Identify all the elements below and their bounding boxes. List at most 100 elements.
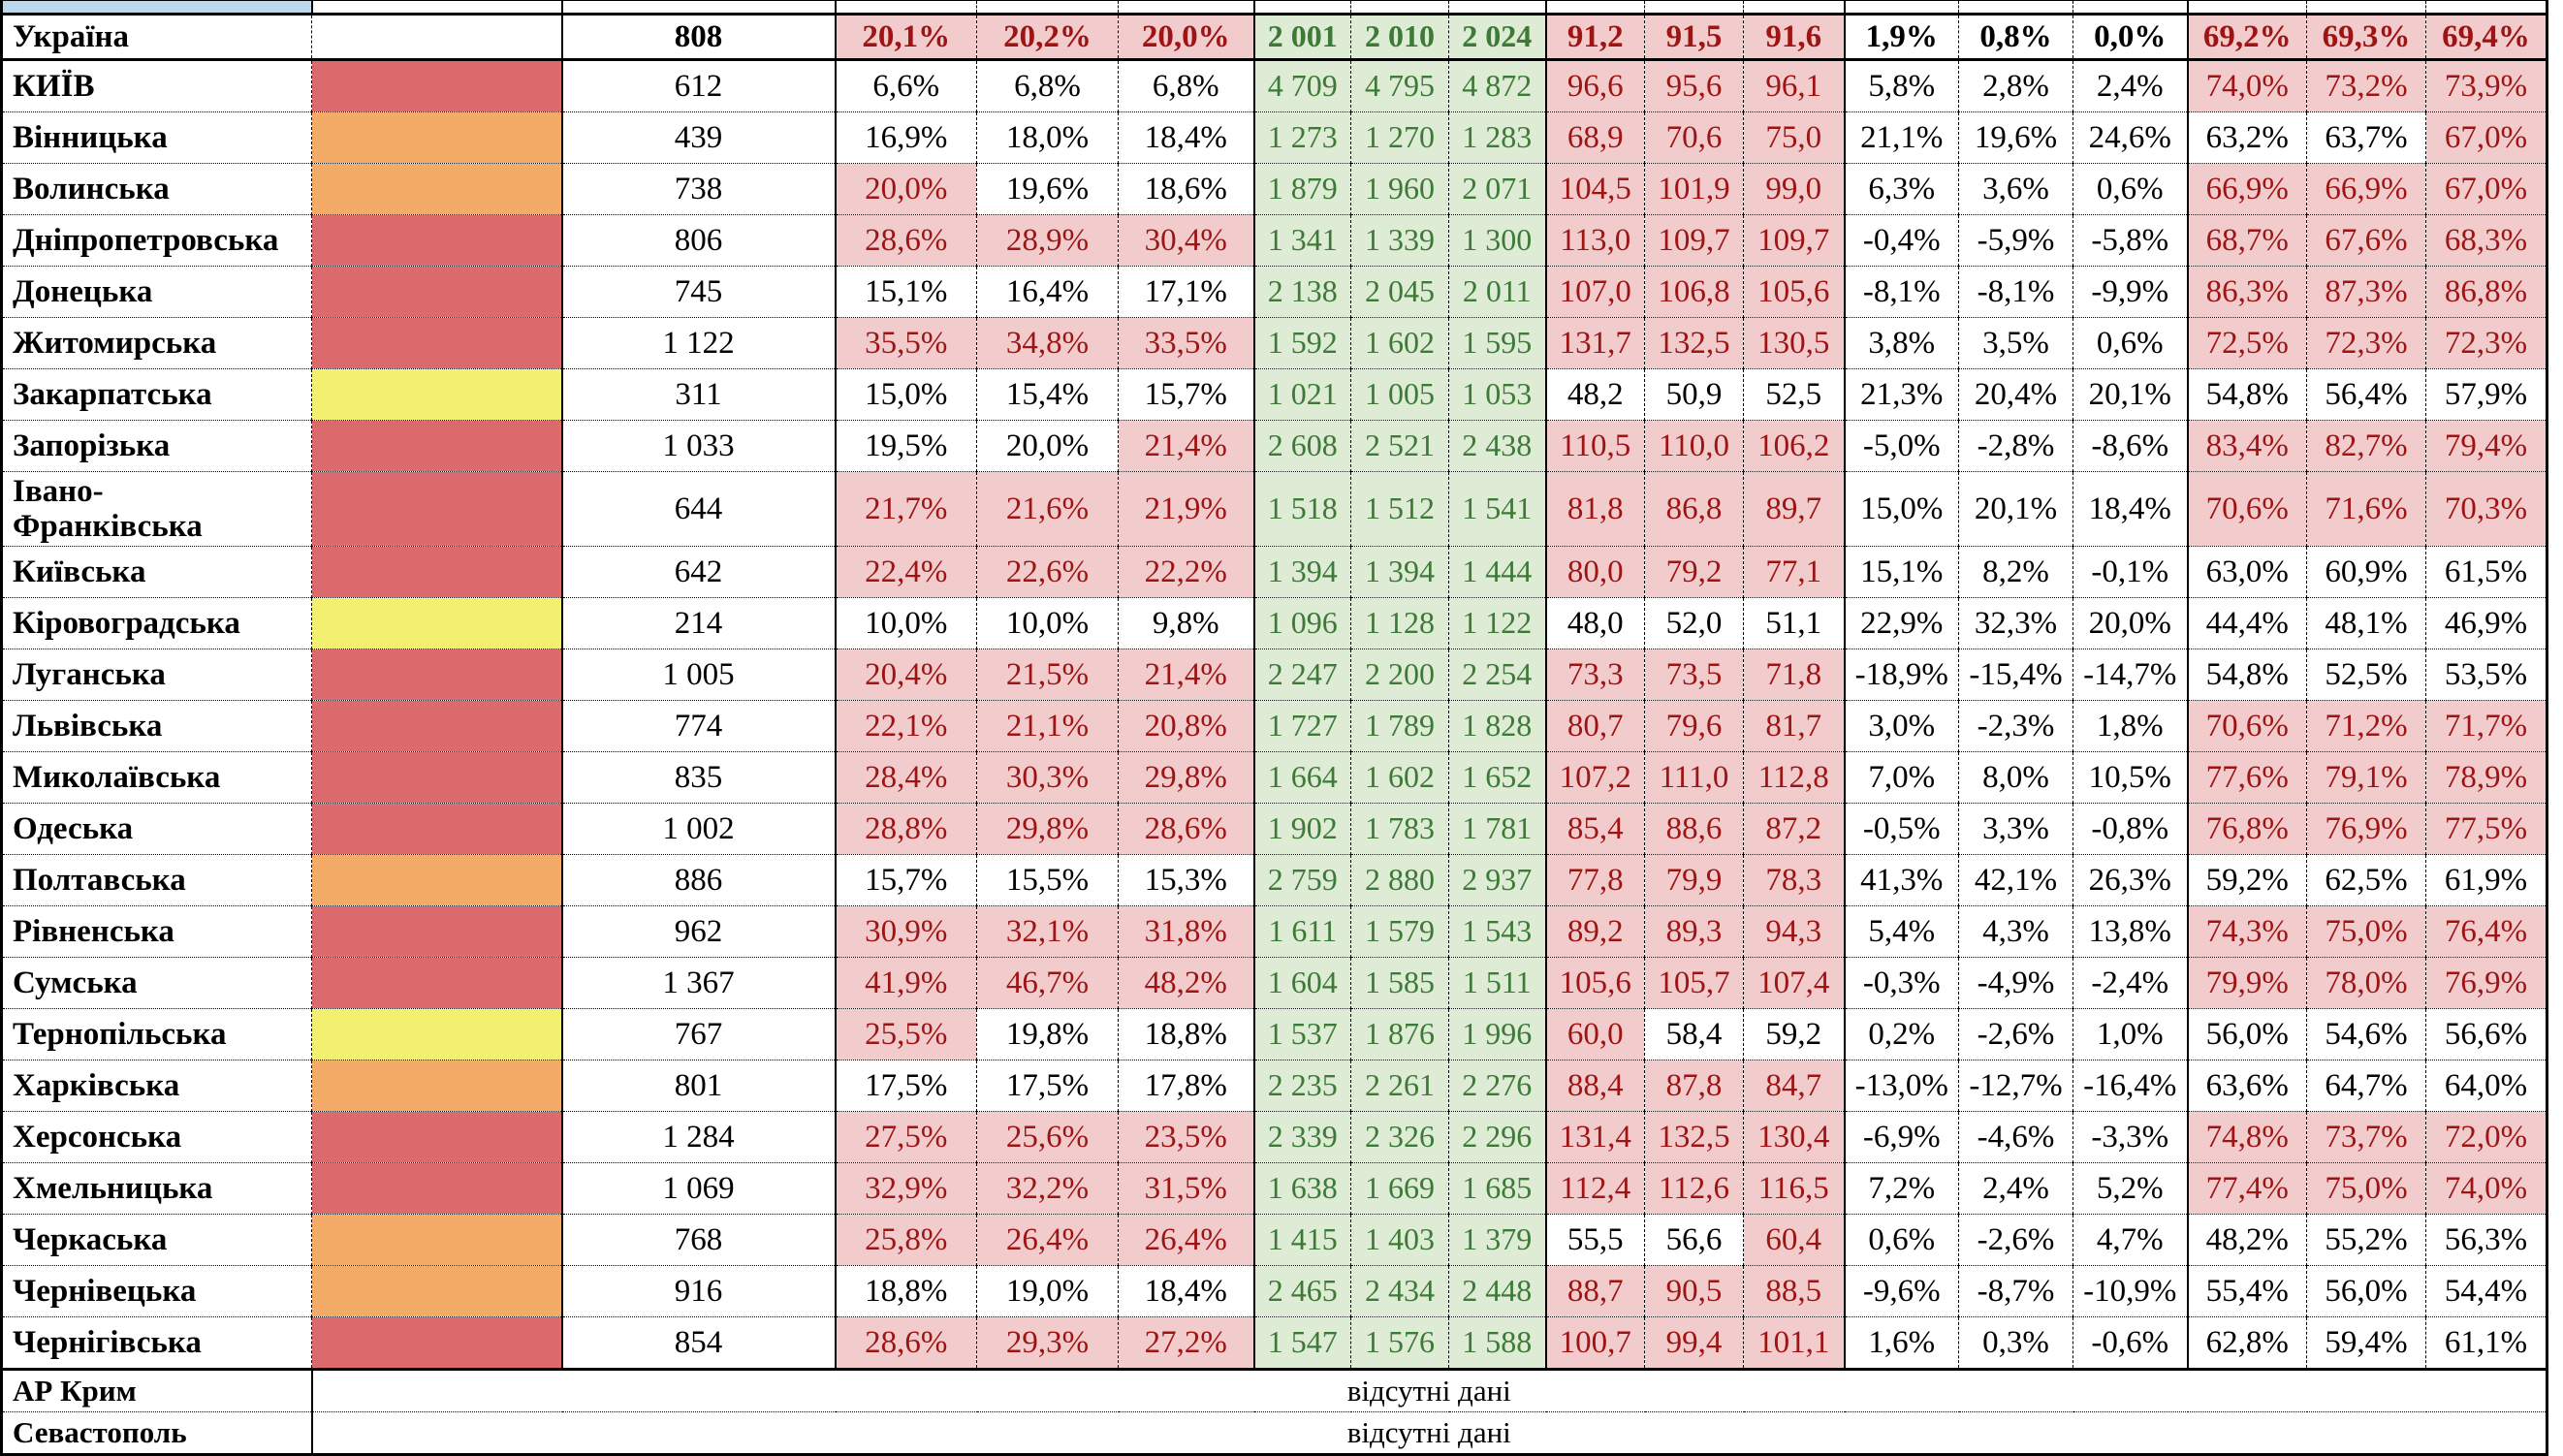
change-cell[interactable]: 5,8% (1843, 59, 1959, 112)
change-cell[interactable]: 20,4% (1958, 368, 2073, 421)
share-cell[interactable]: 69,2% (2186, 14, 2307, 61)
ratio-cell[interactable]: 88,5 (1743, 1265, 1845, 1317)
ratio-cell[interactable]: 111,0 (1644, 751, 1744, 804)
percent-cell[interactable]: 19,6% (976, 163, 1119, 215)
share-cell[interactable]: 73,2% (2306, 59, 2426, 112)
percent-cell[interactable]: 20,1% (834, 14, 977, 61)
volume-cell[interactable]: 1 096 (1252, 597, 1351, 649)
volume-cell[interactable]: 4 795 (1350, 59, 1449, 112)
share-cell[interactable]: 86,8% (2425, 266, 2547, 318)
rating-color-scale-cell[interactable] (311, 214, 562, 267)
volume-cell[interactable]: 1 300 (1448, 214, 1546, 267)
ratio-cell[interactable]: 130,5 (1743, 317, 1845, 369)
volume-cell[interactable]: 1 652 (1448, 751, 1546, 804)
change-cell[interactable]: 7,2% (1843, 1162, 1959, 1215)
region-name-cell[interactable]: Чернігівська (1, 1316, 312, 1370)
cut-header-cell[interactable] (1843, 0, 1959, 16)
change-cell[interactable]: 3,3% (1958, 803, 2073, 855)
volume-cell[interactable]: 2 608 (1252, 420, 1351, 472)
share-cell[interactable]: 70,6% (2186, 700, 2307, 752)
percent-cell[interactable]: 28,6% (1118, 803, 1254, 855)
share-cell[interactable]: 63,0% (2186, 546, 2307, 598)
volume-cell[interactable]: 1 537 (1252, 1008, 1351, 1060)
volume-cell[interactable]: 2 434 (1350, 1265, 1449, 1317)
count-cell[interactable]: 835 (560, 751, 836, 804)
percent-cell[interactable]: 18,4% (1118, 111, 1254, 164)
change-cell[interactable]: 0,0% (2073, 14, 2188, 61)
region-name-cell[interactable]: Київська (1, 546, 312, 598)
ratio-cell[interactable]: 107,0 (1544, 266, 1645, 318)
volume-cell[interactable]: 1 602 (1350, 751, 1449, 804)
share-cell[interactable]: 61,9% (2425, 854, 2547, 906)
volume-cell[interactable]: 1 876 (1350, 1008, 1449, 1060)
region-name-cell[interactable]: Херсонська (1, 1111, 312, 1163)
change-cell[interactable]: 0,6% (1843, 1214, 1959, 1266)
rating-color-scale-cell[interactable] (311, 1265, 562, 1317)
cut-header-cell[interactable] (2306, 0, 2426, 16)
volume-cell[interactable]: 2 254 (1448, 649, 1546, 701)
percent-cell[interactable]: 29,8% (1118, 751, 1254, 804)
ratio-cell[interactable]: 94,3 (1743, 905, 1845, 958)
cut-header-cell[interactable] (1350, 0, 1449, 16)
ratio-cell[interactable]: 81,7 (1743, 700, 1845, 752)
ratio-cell[interactable]: 77,8 (1544, 854, 1645, 906)
region-name-cell[interactable]: Івано- Франківська (1, 471, 312, 547)
ratio-cell[interactable]: 91,6 (1743, 14, 1845, 61)
percent-cell[interactable]: 20,0% (834, 163, 977, 215)
share-cell[interactable]: 59,4% (2306, 1316, 2426, 1370)
change-cell[interactable]: -8,6% (2073, 420, 2188, 472)
region-name-cell[interactable]: Україна (1, 14, 312, 61)
volume-cell[interactable]: 1 394 (1252, 546, 1351, 598)
ratio-cell[interactable]: 89,2 (1544, 905, 1645, 958)
volume-cell[interactable]: 1 518 (1252, 471, 1351, 547)
change-cell[interactable]: -12,7% (1958, 1060, 2073, 1112)
percent-cell[interactable]: 21,4% (1118, 649, 1254, 701)
ratio-cell[interactable]: 105,7 (1644, 957, 1744, 1009)
change-cell[interactable]: 1,6% (1843, 1316, 1959, 1370)
ratio-cell[interactable]: 52,5 (1743, 368, 1845, 421)
ratio-cell[interactable]: 110,0 (1644, 420, 1744, 472)
share-cell[interactable]: 56,4% (2306, 368, 2426, 421)
change-cell[interactable]: 1,8% (2073, 700, 2188, 752)
count-cell[interactable]: 439 (560, 111, 836, 164)
percent-cell[interactable]: 21,7% (834, 471, 977, 547)
region-name-cell[interactable]: Житомирська (1, 317, 312, 369)
region-name-cell[interactable]: Рівненська (1, 905, 312, 958)
rating-color-scale-cell[interactable] (311, 649, 562, 701)
ratio-cell[interactable]: 110,5 (1544, 420, 1645, 472)
percent-cell[interactable]: 26,4% (976, 1214, 1119, 1266)
ratio-cell[interactable]: 105,6 (1544, 957, 1645, 1009)
percent-cell[interactable]: 31,5% (1118, 1162, 1254, 1215)
volume-cell[interactable]: 1 789 (1350, 700, 1449, 752)
change-cell[interactable]: 0,6% (2073, 317, 2188, 369)
cut-header-cell[interactable] (2186, 0, 2307, 16)
share-cell[interactable]: 57,9% (2425, 368, 2547, 421)
ratio-cell[interactable]: 90,5 (1644, 1265, 1744, 1317)
ratio-cell[interactable]: 130,4 (1743, 1111, 1845, 1163)
ratio-cell[interactable]: 91,2 (1544, 14, 1645, 61)
share-cell[interactable]: 75,0% (2306, 905, 2426, 958)
region-name-cell[interactable]: Вінницька (1, 111, 312, 164)
change-cell[interactable]: -15,4% (1958, 649, 2073, 701)
percent-cell[interactable]: 15,3% (1118, 854, 1254, 906)
percent-cell[interactable]: 25,6% (976, 1111, 1119, 1163)
volume-cell[interactable]: 4 872 (1448, 59, 1546, 112)
volume-cell[interactable]: 2 937 (1448, 854, 1546, 906)
percent-cell[interactable]: 28,6% (834, 214, 977, 267)
share-cell[interactable]: 83,4% (2186, 420, 2307, 472)
change-cell[interactable]: 13,8% (2073, 905, 2188, 958)
change-cell[interactable]: -2,8% (1958, 420, 2073, 472)
percent-cell[interactable]: 17,5% (834, 1060, 977, 1112)
share-cell[interactable]: 76,9% (2306, 803, 2426, 855)
volume-cell[interactable]: 1 727 (1252, 700, 1351, 752)
percent-cell[interactable]: 30,3% (976, 751, 1119, 804)
share-cell[interactable]: 66,9% (2306, 163, 2426, 215)
ratio-cell[interactable]: 96,6 (1544, 59, 1645, 112)
ratio-cell[interactable]: 89,3 (1644, 905, 1744, 958)
volume-cell[interactable]: 1 960 (1350, 163, 1449, 215)
change-cell[interactable]: -2,6% (1958, 1008, 2073, 1060)
percent-cell[interactable]: 10,0% (976, 597, 1119, 649)
count-cell[interactable]: 214 (560, 597, 836, 649)
rating-color-scale-cell[interactable] (311, 803, 562, 855)
ratio-cell[interactable]: 113,0 (1544, 214, 1645, 267)
